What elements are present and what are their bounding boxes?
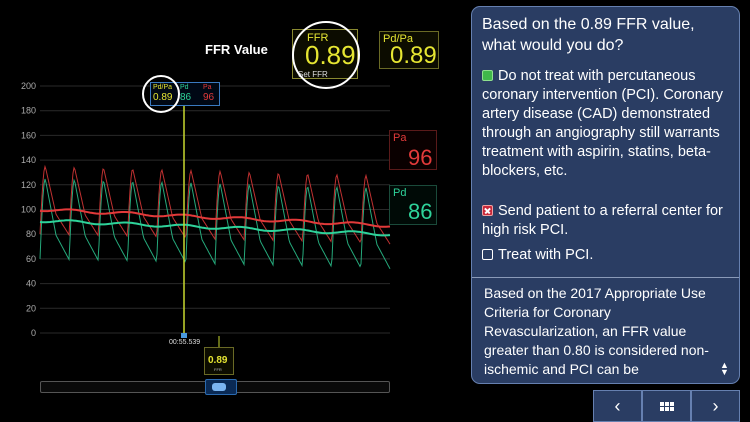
cursor-pa-label: Pa: [203, 84, 212, 91]
question-panel: Based on the 0.89 FFR value, what would …: [471, 6, 740, 384]
y-tick-label: 160: [21, 130, 36, 140]
y-tick-label: 80: [26, 229, 36, 239]
pd-waveform: [39, 178, 391, 270]
grid-icon: [659, 401, 674, 411]
chevron-left-icon: ‹: [614, 395, 621, 416]
cursor-pd-value: 86: [180, 92, 192, 103]
cursor-pd-label: Pd: [180, 84, 189, 91]
empty-checkbox-icon: [482, 249, 493, 260]
pdpa-label: Pd/Pa: [383, 33, 413, 45]
question-text: Based on the 0.89 FFR value, what would …: [482, 16, 695, 54]
y-tick-label: 40: [26, 279, 36, 289]
pa-label: Pa: [393, 132, 407, 144]
option-text: Do not treat with percutaneous coronary …: [482, 68, 723, 179]
y-tick-label: 100: [21, 205, 36, 215]
mini-ffr-readout[interactable]: [204, 347, 234, 375]
cursor-time: 00:55.539: [169, 339, 201, 346]
pd-mean-line: [39, 219, 391, 237]
pd-value: 86: [408, 199, 433, 224]
cursor-marker[interactable]: [181, 333, 187, 338]
option-text: Send patient to a referral center for hi…: [482, 203, 723, 238]
y-tick-label: 0: [31, 328, 36, 338]
y-tick-label: 200: [21, 81, 36, 91]
chevron-right-icon: ›: [712, 395, 719, 416]
cursor-pa-value: 96: [203, 92, 215, 103]
pa-mean-line: [39, 208, 391, 228]
y-tick-label: 120: [21, 180, 36, 190]
option-text: Treat with PCI.: [498, 247, 594, 263]
scrubber-knob[interactable]: [212, 383, 226, 391]
nav-bar: ‹ ›: [593, 390, 740, 422]
cursor-highlight-circle: [142, 75, 180, 113]
pa-readout-box: [389, 130, 437, 170]
y-tick-label: 60: [26, 254, 36, 264]
y-tick-label: 20: [26, 303, 36, 313]
pa-value: 96: [408, 145, 433, 170]
explanation-text: Based on the 2017 Appropriate Use Criter…: [484, 285, 709, 377]
y-tick-label: 140: [21, 155, 36, 165]
pressure-chart[interactable]: 200 180 160 140 120 100 80 60 40 20 0: [0, 0, 470, 422]
scroll-updown-icon[interactable]: ▲ ▼: [720, 360, 729, 377]
mini-ffr-label: FFR: [214, 367, 222, 372]
pdpa-readout-box: [379, 31, 439, 69]
menu-grid-button[interactable]: [642, 390, 691, 422]
pd-readout-box: [389, 185, 437, 225]
y-tick-label: 180: [21, 106, 36, 116]
pdpa-value: 0.89: [390, 42, 437, 69]
prev-button[interactable]: ‹: [593, 390, 642, 422]
chart-title: FFR Value: [205, 42, 268, 57]
ffr-highlight-circle: [292, 21, 360, 89]
option-treat-pci[interactable]: Treat with PCI.: [482, 246, 732, 265]
option-referral-center[interactable]: Send patient to a referral center for hi…: [482, 202, 732, 240]
option-do-not-treat[interactable]: Do not treat with percutaneous coronary …: [482, 67, 732, 181]
pd-label: Pd: [393, 187, 407, 199]
correct-check-icon: [482, 70, 493, 81]
pa-waveform: [39, 164, 391, 245]
mini-ffr-value: 0.89: [208, 355, 228, 366]
incorrect-x-icon: [482, 205, 493, 216]
next-button[interactable]: ›: [691, 390, 740, 422]
panel-divider: [472, 277, 739, 278]
